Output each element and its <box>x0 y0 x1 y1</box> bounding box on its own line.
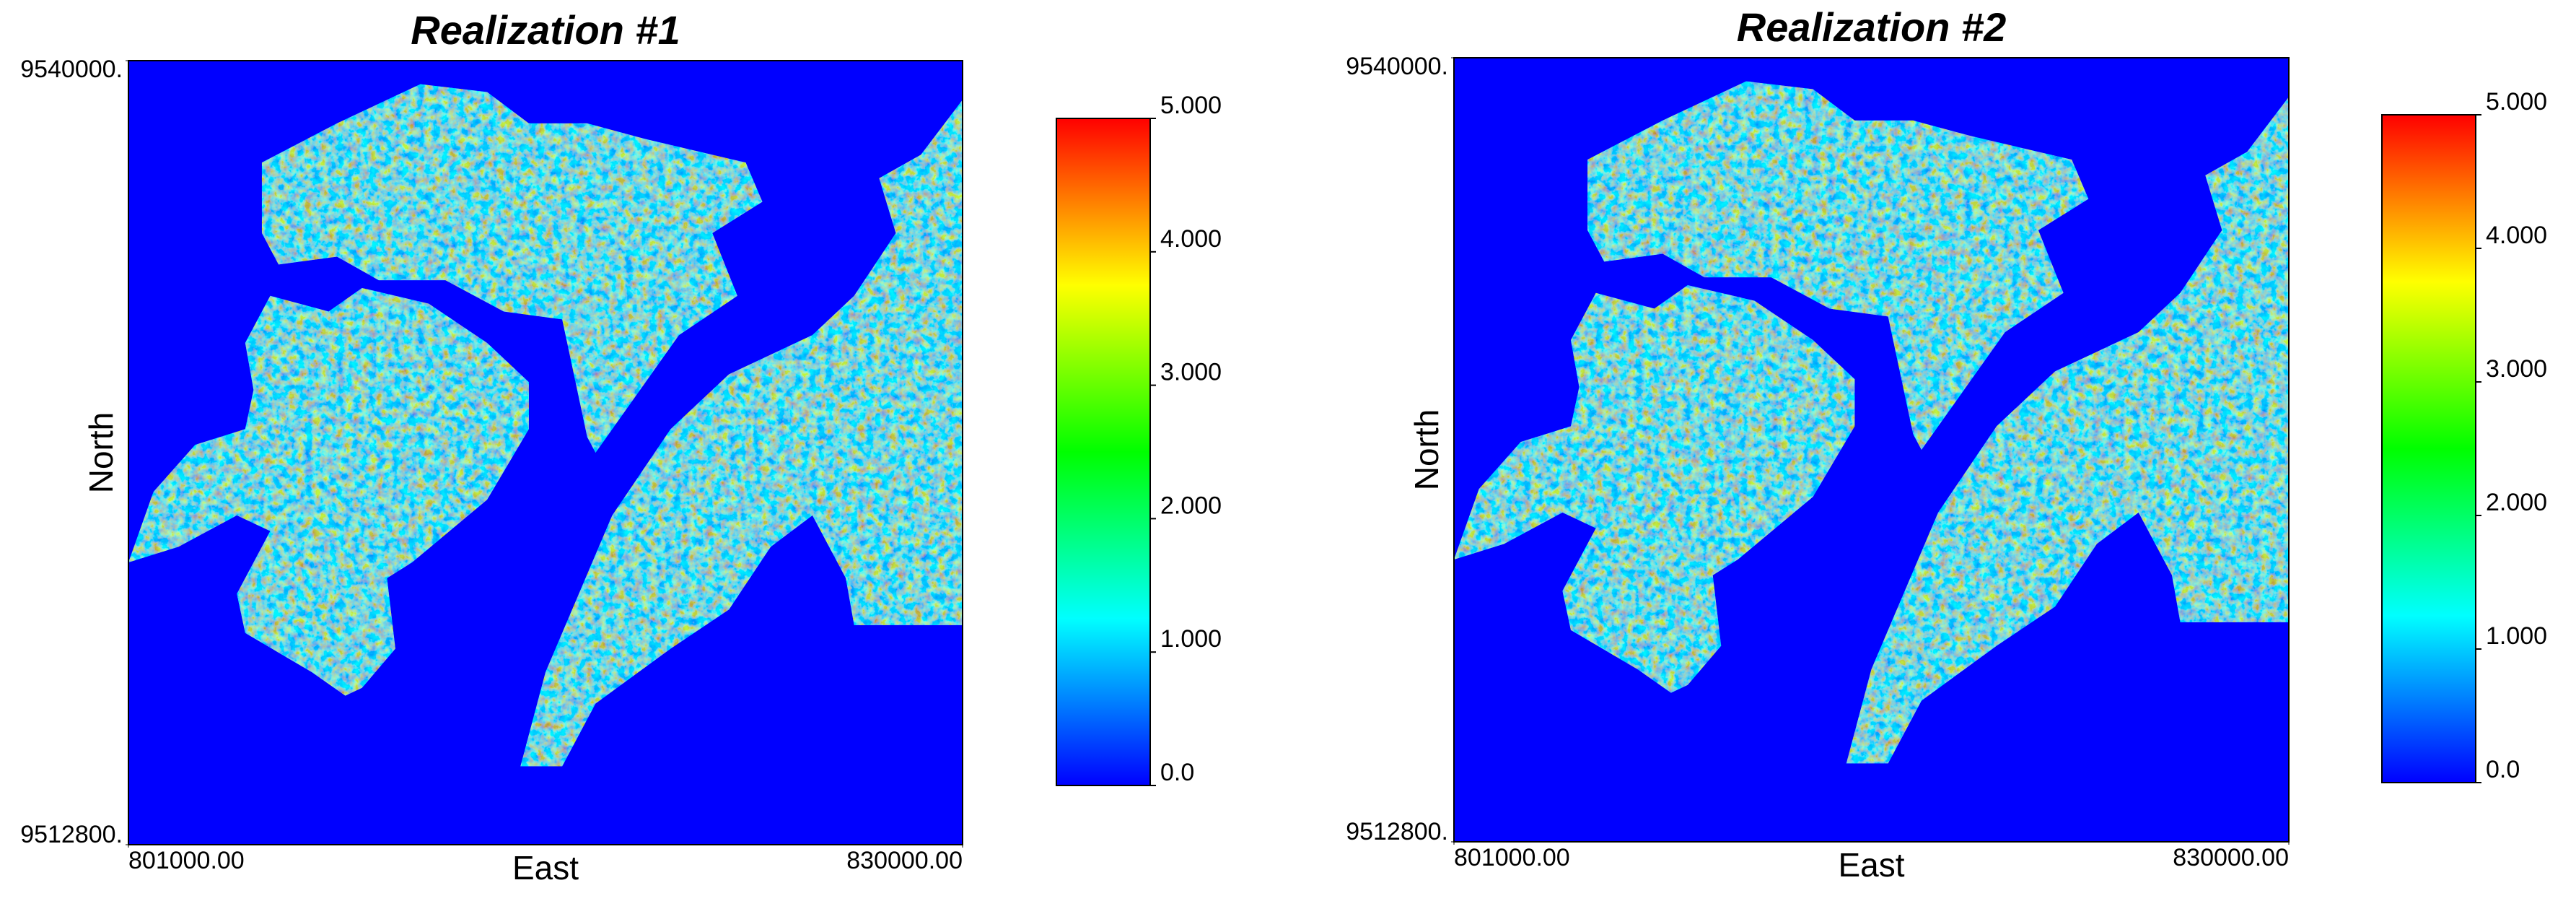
colorbar-tick-label: 5.000 <box>1160 92 1222 119</box>
colorbar-tick-label: 2.000 <box>1160 492 1222 519</box>
map-field-texture <box>128 287 529 696</box>
map-frame <box>128 60 963 845</box>
map-panel: Realization #1 801000.00 830000.00 9512800.… <box>20 7 1222 887</box>
map-field-texture <box>261 84 763 453</box>
colorbar-tick-label: 0.0 <box>1160 759 1194 786</box>
map-panel: Realization #2 801000.00 830000.00 9512800.… <box>1346 4 2547 884</box>
y-tick-label: 9512800. <box>20 821 123 848</box>
y-tick-label: 9512800. <box>1346 818 1448 845</box>
colorbar-tick-label: 1.000 <box>2486 622 2547 650</box>
x-tick-label: 830000.00 <box>2173 844 2289 871</box>
chart-title: Realization #1 <box>411 7 680 53</box>
map-field-texture <box>1454 284 1855 693</box>
map-field-texture <box>1846 97 2289 764</box>
x-tick-label: 801000.00 <box>1454 844 1570 871</box>
colorbar-tick-label: 1.000 <box>1160 625 1222 653</box>
colorbar <box>2381 114 2476 783</box>
chart-title: Realization #2 <box>1737 4 2006 50</box>
map-frame <box>1453 57 2290 843</box>
x-axis-label: East <box>1838 846 1904 884</box>
y-tick-label: 9540000. <box>1346 53 1448 80</box>
colorbar-tick-label: 5.000 <box>2486 88 2547 116</box>
colorbar-tick-label: 2.000 <box>2486 489 2547 516</box>
x-tick-label: 801000.00 <box>128 847 245 874</box>
map-field-texture <box>1587 81 2089 450</box>
x-tick-label: 830000.00 <box>846 847 963 874</box>
y-tick-label: 9540000. <box>20 56 123 83</box>
y-axis-label: North <box>1408 409 1445 490</box>
colorbar-tick-label: 0.0 <box>2486 756 2520 783</box>
map-field-texture <box>520 100 963 767</box>
colorbar-tick-label: 3.000 <box>1160 359 1222 386</box>
colorbar <box>1056 118 1151 786</box>
colorbar-tick-label: 4.000 <box>1160 225 1222 253</box>
colorbar-tick-label: 3.000 <box>2486 355 2547 383</box>
colorbar-tick-label: 4.000 <box>2486 222 2547 249</box>
x-axis-label: East <box>512 849 579 887</box>
y-axis-label: North <box>82 412 120 493</box>
